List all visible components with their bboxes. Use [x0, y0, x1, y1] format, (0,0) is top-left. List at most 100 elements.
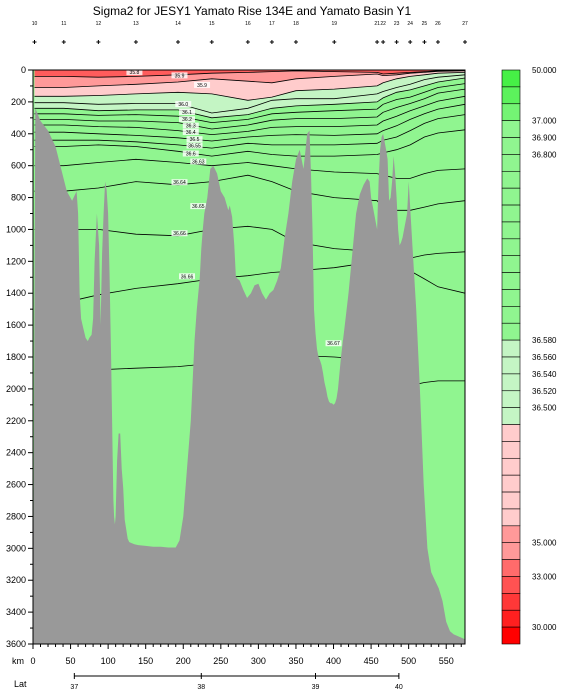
distance-tick-label: 50 [66, 656, 76, 666]
station-label: 24 [407, 21, 413, 27]
contour-label-backdrop [182, 122, 199, 129]
colorbar-swatch [501, 626, 521, 645]
contour-line [34, 70, 465, 88]
colorbar-swatch [501, 137, 521, 155]
colorbar-label: 36.580 [532, 336, 557, 345]
contour-label-backdrop [179, 109, 196, 116]
colorbar-swatch [501, 508, 521, 527]
x-axis-label: km [12, 656, 24, 666]
depth-tick-label: 3200 [6, 575, 26, 585]
colorbar-swatch [501, 390, 521, 408]
depth-tick-label: 2000 [6, 384, 26, 394]
contour-label-backdrop [171, 72, 188, 79]
colorbar-swatch [501, 170, 521, 189]
contour-line [34, 103, 465, 142]
distance-tick-label: 400 [326, 656, 341, 666]
contour-label-backdrop [182, 150, 199, 157]
contour-line [34, 114, 465, 149]
colorbar-swatch [501, 339, 521, 358]
depth-tick-label: 1400 [6, 288, 26, 298]
latitude-tick-label: 39 [312, 684, 320, 691]
contour-label: 36.67 [327, 341, 340, 347]
colorbar-swatch [501, 542, 521, 560]
contour-line [34, 95, 465, 136]
colorbar-swatch [501, 576, 521, 594]
colorbar-swatch [501, 187, 521, 206]
depth-tick-label: 3000 [6, 543, 26, 553]
contour-line [34, 70, 465, 78]
colorbar-label: 50.000 [532, 66, 557, 75]
colorbar-swatch [501, 204, 521, 223]
station-label: 25 [422, 21, 428, 27]
distance-tick-label: 0 [30, 656, 35, 666]
latitude-axis: 37 38 39 40 Lat [14, 673, 403, 691]
contour-label: 36.5 [190, 137, 200, 143]
contour-label: 36.2 [182, 117, 192, 123]
depth-tick-label: 2400 [6, 448, 26, 458]
station-marker [176, 40, 181, 44]
station-marker [435, 40, 440, 44]
contour-label-backdrop [190, 203, 207, 210]
colorbar-swatch [501, 525, 521, 544]
latitude-tick-label: 40 [395, 684, 403, 691]
station-marker [96, 40, 101, 44]
contour-label: 36.63 [192, 159, 205, 165]
contour-line [34, 77, 465, 119]
station-label: 18 [293, 21, 299, 27]
latitude-tick-label: 38 [197, 684, 205, 691]
contour-label: 36.64 [173, 180, 186, 186]
station-label: 19 [331, 21, 337, 27]
station-label: 26 [435, 21, 441, 27]
contour-label-backdrop [325, 340, 342, 347]
colorbar-swatch [501, 154, 521, 172]
plot-area: 35.8 35.9 35.9 36.0 36.136.236.336.436.536.5… [32, 69, 466, 645]
depth-tick-label: 1000 [6, 224, 26, 234]
contour-label: 36.55 [188, 144, 201, 150]
colorbar-swatch [501, 474, 521, 493]
latitude-tick-label: 37 [70, 684, 78, 691]
contour-label: 36.3 [186, 124, 196, 130]
colorbar-label: 35.000 [532, 539, 557, 548]
station-marker [61, 40, 66, 44]
distance-tick-label: 300 [251, 656, 266, 666]
contour-label: 35.9 [175, 73, 185, 79]
contour-label-backdrop [171, 179, 188, 186]
colorbar-swatch [501, 356, 521, 375]
latitude-axis-label: Lat [14, 679, 27, 689]
station-label: 22 [380, 21, 386, 27]
depth-tick-label: 1200 [6, 256, 26, 266]
station-marker [245, 40, 250, 44]
colorbar-swatch [501, 221, 521, 240]
colorbar-swatch [501, 69, 521, 88]
colorbar-label: 30.000 [532, 623, 557, 632]
station-marker [269, 40, 274, 44]
distance-tick-label: 450 [364, 656, 379, 666]
colorbar-swatch [501, 593, 521, 611]
contour-label: 36.0 [178, 102, 188, 108]
station-marker [422, 40, 427, 44]
colorbar-swatch [501, 322, 521, 341]
contour-line [34, 83, 465, 124]
distance-tick-label: 150 [138, 656, 153, 666]
distance-tick-label: 550 [439, 656, 454, 666]
plot-content: 35.8 35.9 35.9 36.0 36.136.236.336.436.536.5… [33, 70, 465, 644]
depth-tick-label: 3600 [6, 639, 26, 649]
contour-label: 36.4 [186, 130, 196, 136]
contour-label-backdrop [186, 142, 203, 149]
depth-tick-label: 2800 [6, 511, 26, 521]
colorbar-label: 36.900 [532, 134, 557, 143]
contour-line [34, 72, 465, 101]
colorbar: 50.000 37.000 36.900 36.800 36.580 36.560 36.5… [501, 66, 557, 645]
station-marker [332, 40, 337, 44]
contour-label-backdrop [179, 273, 196, 280]
station-marker [394, 40, 399, 44]
station-marker [463, 40, 467, 44]
colorbar-swatch [501, 491, 521, 510]
colorbar-label: 37.000 [532, 117, 557, 126]
station-marker [381, 40, 386, 44]
contour-label: 36.66 [181, 274, 194, 280]
station-label: 21 [374, 21, 380, 27]
station-label: 14 [175, 21, 181, 27]
colorbar-swatch [501, 424, 521, 442]
